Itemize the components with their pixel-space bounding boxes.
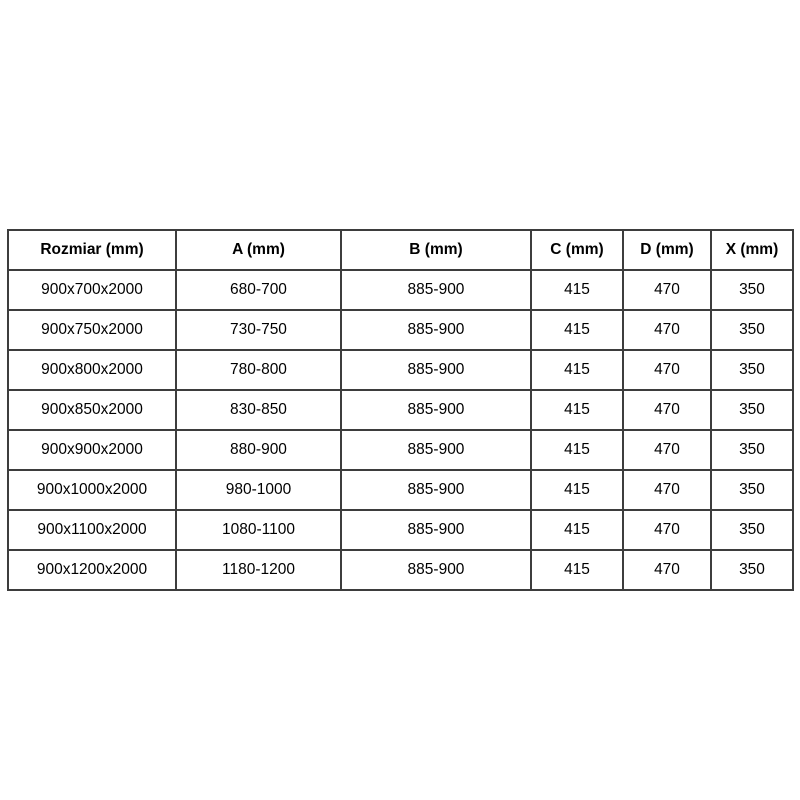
table-cell: 415: [530, 309, 624, 351]
table-cell: 350: [710, 429, 794, 471]
table-cell: 900x1100x2000: [7, 509, 177, 551]
table-row: 900x850x2000 830-850 885-900 415 470 350: [7, 389, 794, 431]
table-cell: 350: [710, 389, 794, 431]
table-cell: 415: [530, 269, 624, 311]
header-row: Rozmiar (mm) A (mm) B (mm) C (mm) D (mm) X (m…: [7, 229, 794, 271]
table-cell: 900x1000x2000: [7, 469, 177, 511]
table-row: 900x700x2000 680-700 885-900 415 470 350: [7, 269, 794, 311]
table-cell: 415: [530, 429, 624, 471]
table-cell: 350: [710, 309, 794, 351]
table-cell: 350: [710, 549, 794, 591]
table-cell: 415: [530, 389, 624, 431]
table-row: 900x900x2000 880-900 885-900 415 470 350: [7, 429, 794, 471]
header-cell: Rozmiar (mm): [7, 229, 177, 271]
table-cell: 470: [622, 309, 712, 351]
table-cell: 470: [622, 389, 712, 431]
table-cell: 885-900: [340, 309, 532, 351]
table-cell: 1080-1100: [175, 509, 342, 551]
table-cell: 350: [710, 349, 794, 391]
table-cell: 730-750: [175, 309, 342, 351]
table-cell: 900x900x2000: [7, 429, 177, 471]
header-cell: X (mm): [710, 229, 794, 271]
table-cell: 830-850: [175, 389, 342, 431]
table-cell: 470: [622, 469, 712, 511]
table-cell: 350: [710, 269, 794, 311]
header-cell: D (mm): [622, 229, 712, 271]
table-cell: 470: [622, 549, 712, 591]
table-cell: 885-900: [340, 469, 532, 511]
table-row: 900x1100x2000 1080-1100 885-900 415 470 350: [7, 509, 794, 551]
table-cell: 350: [710, 469, 794, 511]
header-cell: B (mm): [340, 229, 532, 271]
table-cell: 885-900: [340, 269, 532, 311]
table-cell: 415: [530, 549, 624, 591]
table-row: 900x1200x2000 1180-1200 885-900 415 470 350: [7, 549, 794, 591]
table-cell: 900x750x2000: [7, 309, 177, 351]
table-cell: 880-900: [175, 429, 342, 471]
table-cell: 885-900: [340, 429, 532, 471]
table-cell: 415: [530, 509, 624, 551]
table-cell: 885-900: [340, 509, 532, 551]
table-cell: 885-900: [340, 389, 532, 431]
table-cell: 350: [710, 509, 794, 551]
table-row: 900x800x2000 780-800 885-900 415 470 350: [7, 349, 794, 391]
table-cell: 900x800x2000: [7, 349, 177, 391]
header-cell: A (mm): [175, 229, 342, 271]
table-cell: 470: [622, 429, 712, 471]
table-cell: 1180-1200: [175, 549, 342, 591]
size-spec-table: Rozmiar (mm) A (mm) B (mm) C (mm) D (mm) X (m…: [7, 229, 794, 591]
table-cell: 780-800: [175, 349, 342, 391]
table-cell: 900x700x2000: [7, 269, 177, 311]
table-cell: 415: [530, 349, 624, 391]
table-cell: 470: [622, 269, 712, 311]
table-cell: 980-1000: [175, 469, 342, 511]
table-cell: 900x850x2000: [7, 389, 177, 431]
table-cell: 470: [622, 509, 712, 551]
header-cell: C (mm): [530, 229, 624, 271]
table-cell: 680-700: [175, 269, 342, 311]
table-cell: 470: [622, 349, 712, 391]
table-cell: 885-900: [340, 549, 532, 591]
table-row: 900x750x2000 730-750 885-900 415 470 350: [7, 309, 794, 351]
size-spec-table-container: Rozmiar (mm) A (mm) B (mm) C (mm) D (mm) X (m…: [7, 229, 794, 591]
table-cell: 900x1200x2000: [7, 549, 177, 591]
table-row: 900x1000x2000 980-1000 885-900 415 470 350: [7, 469, 794, 511]
table-cell: 415: [530, 469, 624, 511]
table-cell: 885-900: [340, 349, 532, 391]
